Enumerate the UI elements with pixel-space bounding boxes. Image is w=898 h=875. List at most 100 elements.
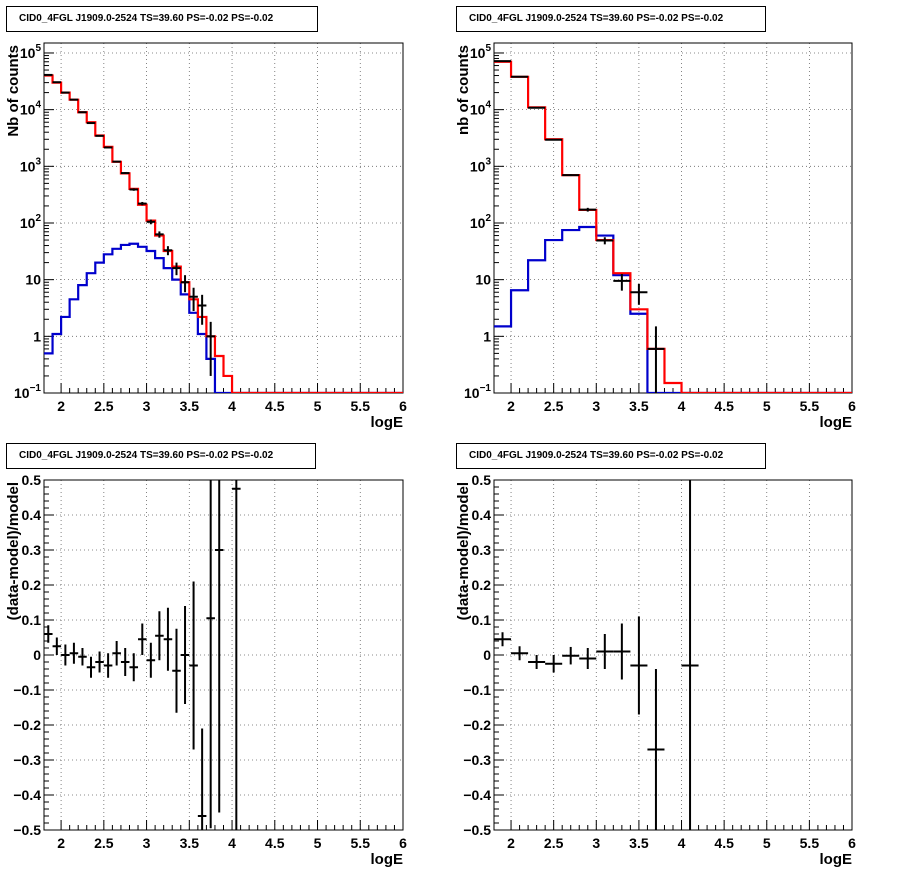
x-axis-ticks <box>60 383 404 393</box>
plot-panel-3: 2 2.5 3 3.5 4 4.5 5 5.5 6 −0.5 −0.4 −0.3 −0.2 −0.1 0 0.… <box>5 472 407 868</box>
y-tick-label: 10−1 <box>14 383 41 401</box>
plot-panel-1: 2 2.5 3 3.5 4 4.5 5 5.5 6 10−1 1 10 102 103 104 105 logE… <box>5 42 407 431</box>
y-tick-label: 0.4 <box>22 507 42 523</box>
y-tick-label: 0.4 <box>472 507 492 523</box>
x-tick-label: 2 <box>57 398 65 414</box>
x-tick-label: 4 <box>228 835 236 851</box>
x-tick-label: 2.5 <box>94 398 114 414</box>
y-tick-label: 10 <box>25 272 41 288</box>
x-tick-label: 3.5 <box>180 835 200 851</box>
x-axis-title: logE <box>371 414 404 431</box>
y-axis-title: Nb of counts <box>5 45 22 137</box>
x-tick-label: 2.5 <box>544 398 564 414</box>
plot-frame <box>43 42 404 394</box>
y-tick-label: −0.5 <box>13 822 41 838</box>
x-tick-label: 2.5 <box>94 835 114 851</box>
y-axis-title: (data-model)/model <box>5 482 22 620</box>
x-tick-label: 4.5 <box>714 398 734 414</box>
plot-area <box>494 60 852 393</box>
x-tick-label: 4 <box>228 398 236 414</box>
x-tick-label: 3 <box>592 398 600 414</box>
x-tick-label: 5.5 <box>800 398 820 414</box>
y-tick-label: −0.2 <box>463 717 491 733</box>
plot-area <box>44 73 403 393</box>
y-tick-label: 0.5 <box>472 472 492 488</box>
x-axis-title: logE <box>820 851 853 868</box>
x-tick-label: 5.5 <box>800 835 820 851</box>
x-tick-label: 6 <box>848 835 856 851</box>
x-tick-label: 3 <box>592 835 600 851</box>
y-tick-label: 105 <box>20 43 42 61</box>
x-tick-label: 2.5 <box>544 835 564 851</box>
y-axis-ticks <box>44 479 54 831</box>
y-tick-label: −0.1 <box>463 682 491 698</box>
x-tick-label: 2 <box>57 835 65 851</box>
x-tick-label: 5 <box>314 835 322 851</box>
plot-frame <box>493 42 853 394</box>
y-tick-label: 102 <box>20 213 42 231</box>
y-tick-label: −0.4 <box>463 787 491 803</box>
y-axis-title: (data-model)/model <box>455 482 472 620</box>
total-model-histogram <box>494 60 852 393</box>
y-tick-label: 0.3 <box>472 542 492 558</box>
x-tick-label: 5 <box>763 398 771 414</box>
grid-lines <box>494 480 852 830</box>
y-tick-label: 10 <box>475 272 491 288</box>
plot-area <box>44 480 241 830</box>
x-axis-title: logE <box>820 414 853 431</box>
x-axis-ticks <box>60 820 404 830</box>
x-tick-label: 3.5 <box>629 398 649 414</box>
grid-lines <box>494 43 852 393</box>
y-tick-label: 1 <box>483 328 491 344</box>
plot-area <box>494 480 699 830</box>
grid-lines <box>44 43 403 393</box>
y-tick-label: 0.1 <box>22 612 42 628</box>
x-tick-label: 6 <box>399 398 407 414</box>
y-tick-label: 0.3 <box>22 542 42 558</box>
y-tick-label: 0.2 <box>472 577 492 593</box>
x-tick-label: 3.5 <box>629 835 649 851</box>
panel-4-title: CID0_4FGL J1909.0-2524 TS=39.60 PS=-0.02… <box>456 443 766 469</box>
y-tick-label: 102 <box>470 213 492 231</box>
x-axis-title: logE <box>371 851 404 868</box>
y-tick-label: 0 <box>483 647 491 663</box>
y-tick-label: −0.1 <box>13 682 41 698</box>
x-tick-label: 6 <box>399 835 407 851</box>
y-tick-label: 103 <box>20 156 42 174</box>
y-tick-label: 0 <box>33 647 41 663</box>
y-tick-label: 0.5 <box>22 472 42 488</box>
y-tick-label: 105 <box>470 43 492 61</box>
y-axis-ticks <box>44 52 54 394</box>
x-tick-label: 6 <box>848 398 856 414</box>
plot-panel-4: 2 2.5 3 3.5 4 4.5 5 5.5 6 −0.5 −0.4 −0.3 −0.2 −0.1 0 0.… <box>455 472 856 868</box>
x-axis-ticks <box>510 820 853 830</box>
source-model-histogram <box>494 225 852 393</box>
x-tick-label: 5.5 <box>351 398 371 414</box>
x-tick-label: 2 <box>507 835 515 851</box>
y-tick-label: −0.3 <box>13 752 41 768</box>
y-tick-label: −0.2 <box>13 717 41 733</box>
y-tick-label: −0.5 <box>463 822 491 838</box>
y-tick-label: 1 <box>33 328 41 344</box>
x-tick-label: 5 <box>763 835 771 851</box>
y-axis-ticks <box>494 479 504 831</box>
x-tick-label: 3.5 <box>180 398 200 414</box>
y-tick-label: 104 <box>20 100 42 118</box>
x-tick-label: 4.5 <box>265 835 285 851</box>
y-tick-label: 104 <box>470 100 492 118</box>
y-tick-label: −0.3 <box>463 752 491 768</box>
x-tick-label: 3 <box>143 835 151 851</box>
x-tick-label: 4 <box>678 398 686 414</box>
x-tick-label: 4 <box>678 835 686 851</box>
y-axis-title: nb of counts <box>455 45 472 135</box>
x-tick-label: 5.5 <box>351 835 371 851</box>
y-tick-label: 0.2 <box>22 577 42 593</box>
panel-3-title: CID0_4FGL J1909.0-2524 TS=39.60 PS=-0.02… <box>6 443 316 469</box>
y-tick-label: −0.4 <box>13 787 41 803</box>
x-tick-label: 2 <box>507 398 515 414</box>
y-tick-label: 0.1 <box>472 612 492 628</box>
x-tick-label: 4.5 <box>714 835 734 851</box>
x-tick-label: 5 <box>314 398 322 414</box>
plot-frame <box>43 479 404 831</box>
